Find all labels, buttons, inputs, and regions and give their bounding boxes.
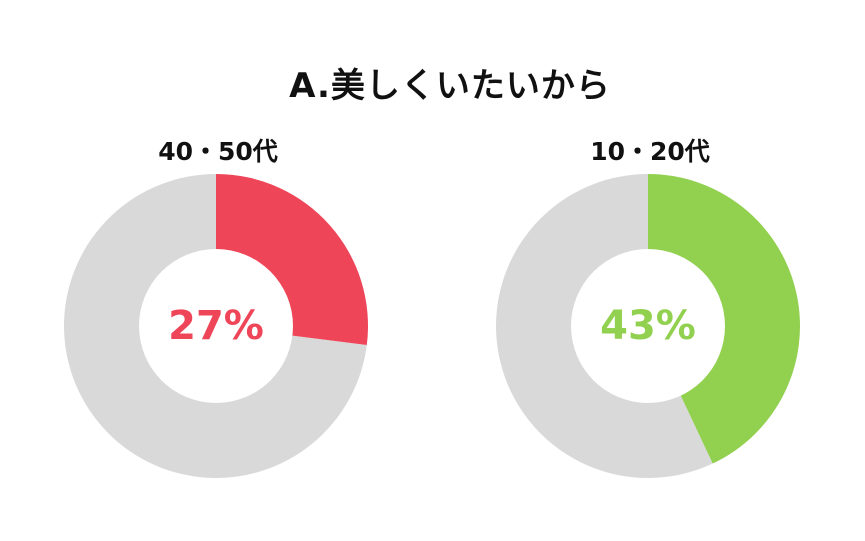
donut-chart-left: 27% xyxy=(64,174,368,479)
donut-chart-right: 43% xyxy=(495,173,801,479)
donut-hole-left xyxy=(139,249,293,403)
value-label-left: 27% xyxy=(168,303,264,349)
page-title: A.美しくいたいから xyxy=(289,66,611,106)
chart-title-right: 10・20代 xyxy=(590,137,710,166)
chart-title-left: 40・50代 xyxy=(158,137,278,166)
donut-hole-right xyxy=(571,249,725,403)
value-label-right: 43% xyxy=(600,303,696,349)
